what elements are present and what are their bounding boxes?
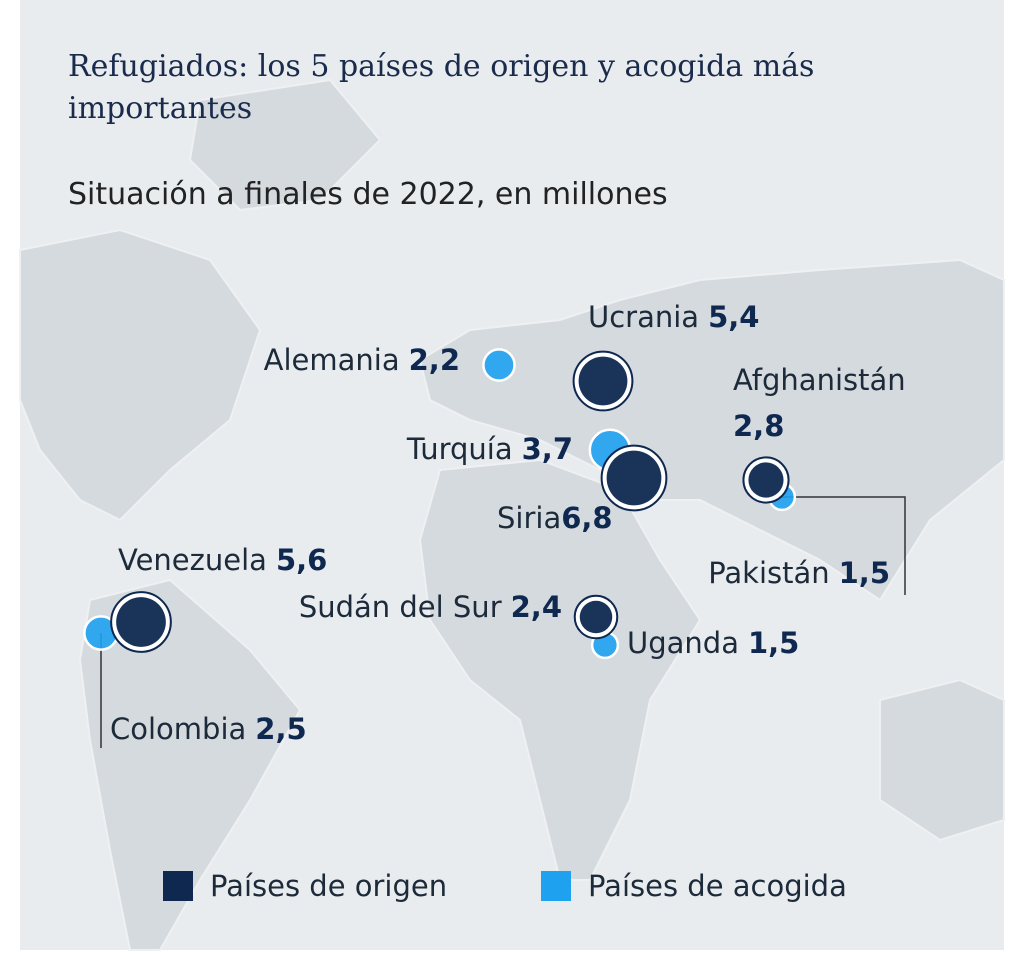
origin-bubble bbox=[578, 356, 628, 406]
legend: Países de origen Países de acogida bbox=[163, 869, 847, 903]
country-name: Venezuela bbox=[118, 543, 267, 577]
legend-label: Países de acogida bbox=[588, 869, 847, 903]
country-name: Sudán del Sur bbox=[299, 590, 502, 624]
value-label: 5,6 bbox=[276, 543, 327, 577]
value-label: 2,8 bbox=[733, 409, 784, 443]
legend-swatch bbox=[163, 871, 193, 901]
country-name: Siria bbox=[497, 501, 561, 535]
value-label: 2,4 bbox=[511, 590, 562, 624]
value-label: 2,5 bbox=[255, 712, 306, 746]
country-label: Venezuela 5,6 bbox=[118, 543, 327, 577]
value-label: 3,7 bbox=[522, 432, 573, 466]
country-name: Afghanistán bbox=[733, 363, 906, 397]
country-label: Siria6,8 bbox=[497, 501, 613, 535]
value-label: 6,8 bbox=[561, 501, 612, 535]
markers: Ucrania 5,4 Siria6,8 Afghanistán 2,8 Venezuel… bbox=[83, 300, 906, 748]
origin-bubble bbox=[606, 450, 662, 506]
value-label: 1,5 bbox=[839, 556, 890, 590]
country-label: Alemania 2,2 bbox=[264, 343, 460, 377]
country-label: Turquía 3,7 bbox=[406, 432, 573, 466]
title-line: Refugiados: los 5 países de origen y aco… bbox=[68, 49, 814, 84]
country-label: Sudán del Sur 2,4 bbox=[299, 590, 562, 624]
country-name: Pakistán bbox=[708, 556, 829, 590]
leader-line bbox=[782, 496, 906, 595]
title: Refugiados: los 5 países de origen y aco… bbox=[68, 49, 814, 126]
origin-bubble bbox=[748, 462, 784, 498]
host-bubble bbox=[482, 348, 516, 382]
country-label: Pakistán 1,5 bbox=[708, 556, 890, 590]
value-label: 5,4 bbox=[708, 300, 759, 334]
subtitle: Situación a finales de 2022, en millones bbox=[68, 177, 668, 212]
country-name: Uganda bbox=[627, 626, 739, 660]
title-line: importantes bbox=[68, 91, 252, 126]
country-label: Ucrania 5,4 bbox=[588, 300, 759, 334]
country-label: Colombia 2,5 bbox=[110, 712, 307, 746]
country-name: Ucrania bbox=[588, 300, 699, 334]
country-name: Alemania bbox=[264, 343, 400, 377]
origin-bubble bbox=[579, 600, 613, 634]
origin-bubble bbox=[116, 597, 166, 647]
country-name: Colombia bbox=[110, 712, 246, 746]
value-label: 2,2 bbox=[409, 343, 460, 377]
legend-label: Países de origen bbox=[210, 869, 447, 903]
country-label: Uganda 1,5 bbox=[627, 626, 799, 660]
value-label: 1,5 bbox=[748, 626, 799, 660]
legend-swatch bbox=[541, 871, 571, 901]
country-name: Turquía bbox=[406, 432, 513, 466]
land bbox=[19, 78, 1005, 951]
